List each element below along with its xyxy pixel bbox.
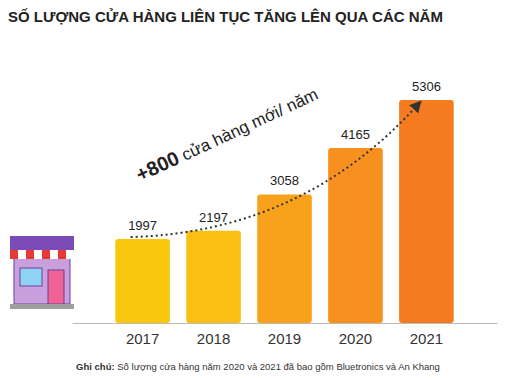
tick-label: 2020 — [339, 330, 372, 347]
tick: 2017 — [126, 330, 159, 347]
bar — [399, 100, 454, 323]
title: SỐ LƯỢNG CỬA HÀNG LIÊN TỤC TĂNG LÊN QUA … — [8, 8, 443, 25]
data-label: 5306 — [412, 79, 441, 94]
bar — [328, 148, 383, 323]
tick: 2019 — [268, 330, 301, 347]
tick-label: 2018 — [197, 330, 230, 347]
tick-label: 2019 — [268, 330, 301, 347]
bars — [115, 100, 453, 323]
data-labels: 1997 2197 3058 4165 5306 — [128, 79, 441, 233]
chart: SỐ LƯỢNG CỬA HÀNG LIÊN TỤC TĂNG LÊN QUA … — [0, 0, 515, 378]
note: Ghi chú: Số lượng cửa hàng năm 2020 và 2… — [76, 361, 440, 372]
store-icon — [10, 236, 74, 309]
trend-arrow — [131, 104, 419, 237]
data-label: 3058 — [270, 173, 299, 188]
bar — [115, 239, 170, 323]
data-label: 1997 — [128, 218, 157, 233]
tick: 2018 — [197, 330, 230, 347]
tick-label: 2017 — [126, 330, 159, 347]
bar — [257, 194, 312, 323]
data-label: 2197 — [199, 210, 228, 225]
axis-line — [73, 323, 498, 324]
tick: 2021 — [410, 330, 443, 347]
x-axis: 2017 2018 2019 2020 2021 — [73, 324, 498, 347]
tick-label: 2021 — [410, 330, 443, 347]
tick: 2020 — [339, 330, 372, 347]
data-label: 4165 — [341, 127, 370, 142]
annotation: +800 cửa hàng mới/ năm — [132, 82, 321, 186]
bar — [186, 231, 241, 323]
